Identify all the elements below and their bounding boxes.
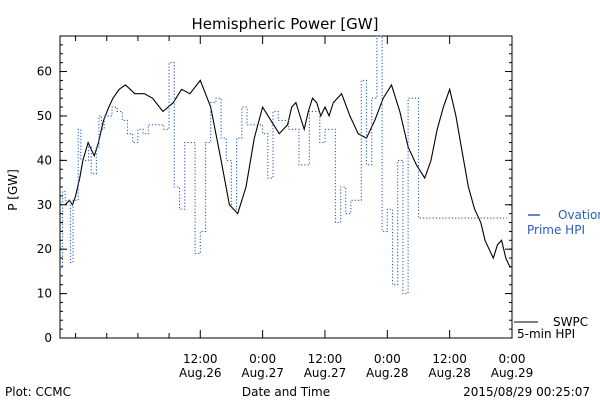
x-tick-label: 12:00 xyxy=(432,352,467,366)
y-tick-label: 50 xyxy=(37,109,52,123)
chart-title: Hemispheric Power [GW] xyxy=(192,15,379,33)
y-tick-label: 40 xyxy=(37,153,52,167)
x-tick-label: Aug.26 xyxy=(179,366,222,380)
plot-frame xyxy=(59,35,513,339)
x-tick-label: Aug.28 xyxy=(366,366,409,380)
series-line-swpc xyxy=(64,79,512,268)
x-tick-label: Aug.27 xyxy=(304,366,347,380)
legend-swpc-label-1: SWPC xyxy=(553,315,588,329)
y-tick-label: 30 xyxy=(37,198,52,212)
x-axis-label: Date and Time xyxy=(242,385,330,399)
series-line-ovation-prime xyxy=(60,35,507,295)
x-tick-label: 0:00 xyxy=(249,352,276,366)
legend-swpc: SWPC 5-min HPI xyxy=(514,315,588,341)
legend-ovation-label-1: Ovation xyxy=(558,208,600,222)
x-tick-label: Aug.27 xyxy=(241,366,284,380)
y-axis: 0 10 20 30 40 50 60 xyxy=(37,35,512,345)
x-tick-label: 12:00 xyxy=(183,352,218,366)
y-tick-label: 60 xyxy=(37,65,52,79)
x-tick-label: Aug.29 xyxy=(491,366,534,380)
y-axis-label: P [GW] xyxy=(6,169,20,211)
y-tick-label: 10 xyxy=(37,287,52,301)
x-tick-label: 0:00 xyxy=(374,352,401,366)
footer-timestamp: 2015/08/29 00:25:07 xyxy=(463,385,590,399)
legend-ovation-label-2: Prime HPI xyxy=(527,223,585,237)
legend-ovation: Ovation Prime HPI xyxy=(527,208,600,237)
x-axis: 12:00Aug.260:00Aug.2712:00Aug.270:00Aug.… xyxy=(75,36,534,380)
x-tick-label: Aug.28 xyxy=(428,366,471,380)
series-layer xyxy=(60,35,512,295)
footer-plot-credit: Plot: CCMC xyxy=(5,385,71,399)
legend-swpc-label-2: 5-min HPI xyxy=(517,327,575,341)
y-tick-label: 20 xyxy=(37,242,52,256)
y-tick-label: 0 xyxy=(44,331,52,345)
x-tick-label: 0:00 xyxy=(499,352,526,366)
x-tick-label: 12:00 xyxy=(308,352,343,366)
